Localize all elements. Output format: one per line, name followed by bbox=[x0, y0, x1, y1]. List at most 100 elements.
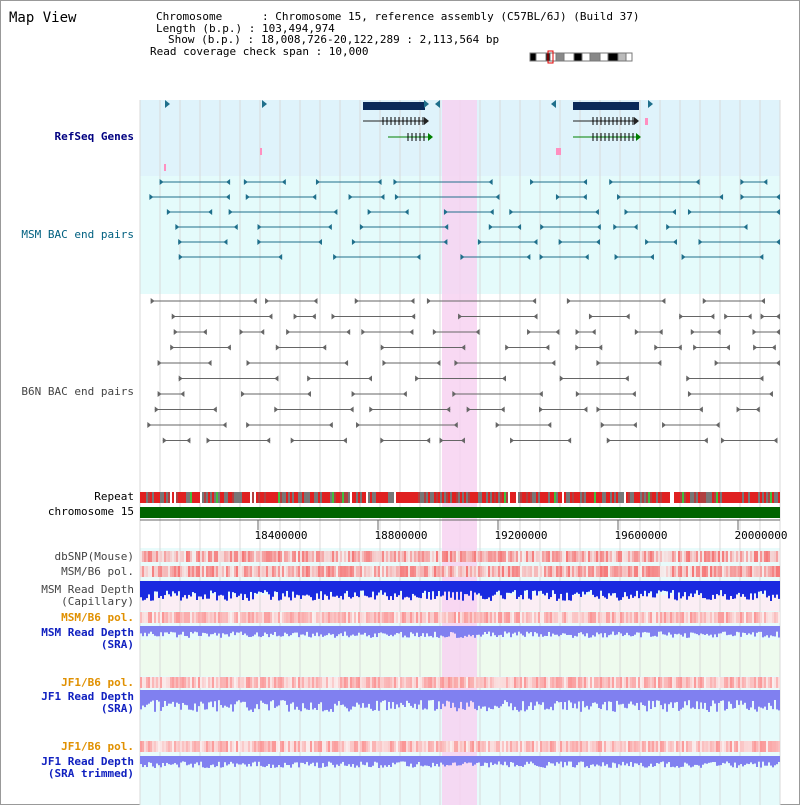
jf1-b6-pol-cell bbox=[604, 677, 606, 688]
jf1-b6-pol-cell bbox=[394, 677, 396, 688]
dbsnp-cell bbox=[472, 551, 474, 562]
jf1-b6-pol-cell bbox=[368, 677, 370, 688]
repeat-segment bbox=[394, 492, 396, 503]
jf1-sra-depth-bar bbox=[426, 690, 428, 710]
jf1-b6-pol-cell bbox=[160, 741, 162, 752]
msm-b6-pol-cell bbox=[306, 566, 308, 577]
msm-sra-depth-bar bbox=[462, 626, 464, 638]
msm-b6-pol-cell bbox=[400, 566, 402, 577]
msm-b6-pol-cell bbox=[528, 566, 530, 577]
repeat-segment bbox=[618, 492, 620, 503]
msm-sra-depth-bar bbox=[558, 626, 560, 637]
msm-capillary-depth-bar bbox=[186, 581, 188, 599]
jf1-trim-depth-bar bbox=[140, 756, 142, 765]
track-label-dbsnp[interactable]: dbSNP(Mouse) bbox=[54, 550, 134, 563]
track-label-jf1-b6-pol-1[interactable]: JF1/B6 pol. bbox=[61, 676, 134, 689]
msm-b6-pol-cell bbox=[604, 612, 606, 623]
msm-sra-depth-bar bbox=[576, 626, 578, 637]
dbsnp-cell bbox=[568, 551, 570, 562]
msm-capillary-depth-bar bbox=[444, 581, 446, 592]
jf1-sra-depth-bar bbox=[218, 690, 220, 701]
jf1-sra-depth-bar bbox=[154, 690, 156, 712]
dbsnp-cell bbox=[286, 551, 288, 562]
msm-b6-pol-cell bbox=[182, 566, 184, 577]
msm-b6-pol-cell bbox=[668, 612, 670, 623]
msm-b6-pol-cell bbox=[408, 612, 410, 623]
msm-sra-depth-bar bbox=[316, 626, 318, 633]
jf1-sra-depth-bar bbox=[648, 690, 650, 701]
msm-b6-pol-cell bbox=[714, 612, 716, 623]
track-label-refseq[interactable]: RefSeq Genes bbox=[54, 130, 134, 143]
msm-capillary-depth-bar bbox=[528, 581, 530, 599]
repeat-segment bbox=[240, 492, 242, 503]
msm-sra-depth-bar bbox=[444, 626, 446, 638]
msm-sra-depth-bar bbox=[186, 626, 188, 637]
msm-capillary-depth-bar bbox=[332, 581, 334, 597]
msm-bac-pair-end bbox=[594, 209, 599, 215]
msm-b6-pol-cell bbox=[468, 612, 470, 623]
msm-b6-pol-cell bbox=[356, 566, 358, 577]
repeat-segment bbox=[360, 492, 362, 503]
jf1-b6-pol-cell bbox=[190, 677, 192, 688]
msm-b6-pol-cell bbox=[574, 566, 576, 577]
jf1-b6-pol-cell bbox=[656, 741, 658, 752]
jf1-sra-depth-bar bbox=[504, 690, 506, 701]
track-label-jf1-b6-pol-2[interactable]: JF1/B6 pol. bbox=[61, 740, 134, 753]
msm-sra-depth-bar bbox=[708, 626, 710, 636]
msm-b6-pol-cell bbox=[688, 612, 690, 623]
dbsnp-cell bbox=[250, 551, 252, 562]
dbsnp-cell bbox=[490, 551, 492, 562]
b6n-bac-pair-end bbox=[226, 344, 231, 351]
msm-b6-pol-cell bbox=[372, 612, 374, 623]
track-label-msm-read-depth-capillary[interactable]: MSM Read Depth (Capillary) bbox=[41, 583, 134, 608]
msm-capillary-depth-bar bbox=[142, 581, 144, 601]
jf1-b6-pol-cell bbox=[386, 677, 388, 688]
msm-capillary-depth-bar bbox=[754, 581, 756, 594]
track-label-jf1-read-depth-sra[interactable]: JF1 Read Depth (SRA) bbox=[41, 690, 134, 715]
jf1-b6-pol-cell bbox=[568, 677, 570, 688]
track-label-msm-bac[interactable]: MSM BAC end pairs bbox=[21, 228, 134, 241]
jf1-sra-depth-bar bbox=[742, 690, 744, 705]
track-label-jf1-read-depth-trimmed[interactable]: JF1 Read Depth (SRA trimmed) bbox=[41, 755, 134, 780]
track-label-msm-b6-pol-1[interactable]: MSM/B6 pol. bbox=[61, 565, 134, 578]
msm-b6-pol-cell bbox=[160, 566, 162, 577]
dbsnp-cell bbox=[226, 551, 228, 562]
track-label-msm-b6-pol-2[interactable]: MSM/B6 pol. bbox=[61, 611, 134, 624]
jf1-trim-depth-bar bbox=[474, 756, 476, 765]
msm-capillary-depth-bar bbox=[392, 581, 394, 600]
jf1-trim-depth-bar bbox=[452, 756, 454, 763]
jf1-sra-depth-bar bbox=[236, 690, 238, 702]
map-info: Chromosome : Chromosome 15, reference as… bbox=[150, 11, 639, 57]
msm-bac-pair-end bbox=[477, 239, 482, 245]
msm-sra-depth-bar bbox=[290, 626, 292, 636]
track-label-msm-read-depth-sra[interactable]: MSM Read Depth (SRA) bbox=[41, 626, 134, 651]
jf1-b6-pol-cell bbox=[548, 741, 550, 752]
jf1-b6-pol-cell bbox=[702, 677, 704, 688]
dbsnp-cell bbox=[186, 551, 188, 562]
jf1-sra-depth-bar bbox=[756, 690, 758, 712]
msm-capillary-depth-bar bbox=[338, 581, 340, 598]
jf1-b6-pol-cell bbox=[498, 741, 500, 752]
dbsnp-cell bbox=[142, 551, 144, 562]
jf1-b6-pol-cell bbox=[614, 741, 616, 752]
ideogram-band bbox=[617, 52, 627, 62]
track-label-b6n-bac[interactable]: B6N BAC end pairs bbox=[21, 385, 134, 398]
jf1-b6-pol-cell bbox=[332, 677, 334, 688]
jf1-b6-pol-cell bbox=[516, 677, 518, 688]
jf1-trim-depth-bar bbox=[492, 756, 494, 766]
msm-b6-pol-cell bbox=[758, 566, 760, 577]
jf1-trim-depth-bar bbox=[454, 756, 456, 763]
msm-b6-pol-cell bbox=[658, 566, 660, 577]
dbsnp-cell bbox=[306, 551, 308, 562]
jf1-b6-pol-cell bbox=[330, 677, 332, 688]
jf1-b6-pol-cell bbox=[734, 677, 736, 688]
jf1-b6-pol-cell bbox=[662, 677, 664, 688]
msm-bac-pair-end bbox=[380, 194, 385, 200]
msm-capillary-depth-bar bbox=[760, 581, 762, 592]
msm-sra-depth-bar bbox=[570, 626, 572, 635]
dbsnp-cell bbox=[274, 551, 276, 562]
repeat-segment bbox=[294, 492, 296, 503]
repeat-segment bbox=[554, 492, 556, 503]
msm-b6-pol-cell bbox=[684, 566, 686, 577]
